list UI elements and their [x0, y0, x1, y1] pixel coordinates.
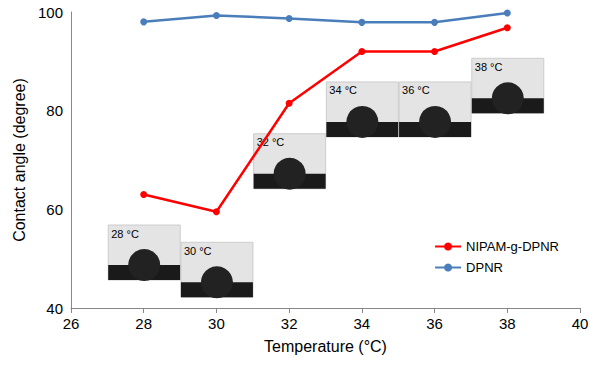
svg-text:28: 28	[135, 315, 152, 332]
svg-text:28 °C: 28 °C	[111, 228, 139, 240]
svg-text:34: 34	[354, 315, 371, 332]
svg-text:30: 30	[208, 315, 225, 332]
svg-text:80: 80	[46, 102, 63, 119]
svg-text:36 °C: 36 °C	[402, 84, 430, 96]
svg-text:38 °C: 38 °C	[475, 61, 503, 73]
svg-text:60: 60	[46, 201, 63, 218]
svg-text:Contact angle (degree): Contact angle (degree)	[11, 78, 28, 242]
svg-text:30 °C: 30 °C	[184, 245, 212, 257]
svg-text:38: 38	[499, 315, 516, 332]
svg-text:NIPAM-g-DPNR: NIPAM-g-DPNR	[466, 239, 559, 254]
svg-text:34 °C: 34 °C	[329, 84, 357, 96]
svg-text:100: 100	[38, 4, 63, 21]
svg-text:40: 40	[46, 300, 63, 317]
svg-text:36: 36	[426, 315, 443, 332]
svg-text:40: 40	[572, 315, 589, 332]
svg-text:Temperature (°C): Temperature (°C)	[264, 338, 387, 355]
svg-text:32: 32	[281, 315, 298, 332]
svg-text:32 °C: 32 °C	[256, 136, 285, 149]
svg-text:26: 26	[63, 315, 80, 332]
svg-text:DPNR: DPNR	[466, 260, 503, 275]
